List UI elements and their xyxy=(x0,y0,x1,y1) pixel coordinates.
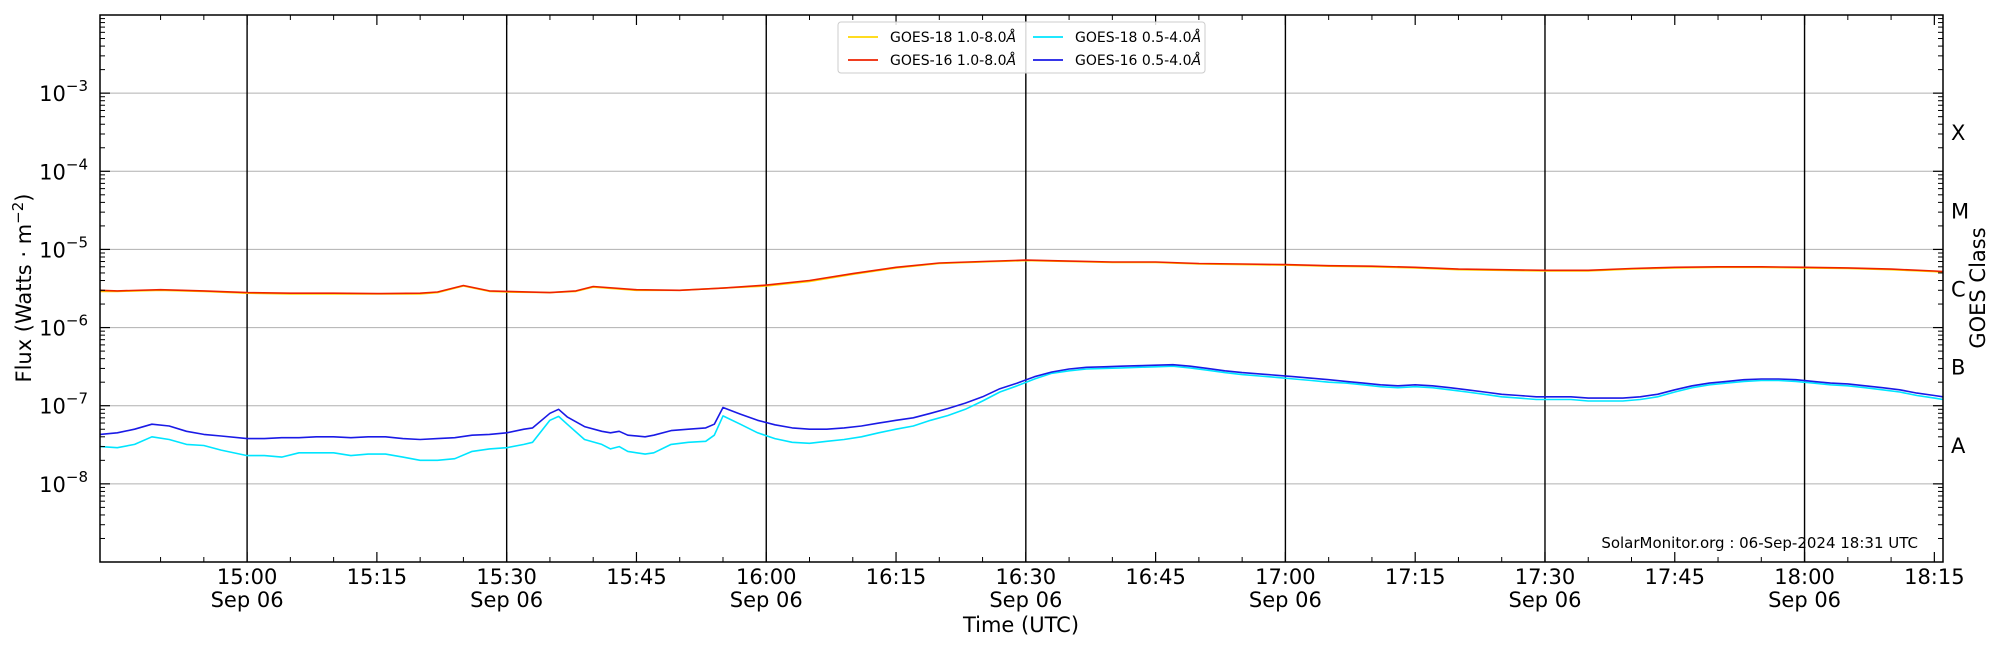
y-tick-exponent: −3 xyxy=(66,77,88,95)
x-tick-label: 15:30 xyxy=(476,565,537,589)
y-tick-base: 10 xyxy=(39,395,66,419)
x-axis-label: Time (UTC) xyxy=(962,613,1079,637)
goes-class-c-label: C xyxy=(1951,278,1966,302)
y-tick-exponent: −7 xyxy=(66,390,88,408)
series-line-0 xyxy=(100,259,1944,295)
x-tick-label: 18:00 xyxy=(1774,565,1835,589)
x-tick-label: 18:15 xyxy=(1904,565,1965,589)
series-line-2 xyxy=(99,365,1944,462)
x-tick-date: Sep 06 xyxy=(1508,588,1581,612)
y-tick-exponent: −4 xyxy=(66,155,88,173)
legend-label: GOES-16 1.0-8.0Å xyxy=(890,52,1016,69)
x-tick-label: 15:45 xyxy=(606,565,667,589)
y-tick-exponent: −5 xyxy=(66,233,88,251)
series-line-1 xyxy=(99,259,1944,295)
y-tick-base: 10 xyxy=(39,82,66,106)
x-tick-label: 16:00 xyxy=(736,565,797,589)
x-tick-date: Sep 06 xyxy=(1768,588,1841,612)
series-line-3 xyxy=(99,363,1944,441)
goes-class-labels: A B C M X xyxy=(1951,121,1969,458)
x-tick-label: 17:45 xyxy=(1645,565,1706,589)
legend-label: GOES-18 0.5-4.0Å xyxy=(1075,29,1201,46)
legend-label: GOES-16 0.5-4.0Å xyxy=(1075,52,1201,69)
credit-text: SolarMonitor.org : 06-Sep-2024 18:31 UTC xyxy=(1601,534,1918,552)
legend-label-unit: Å xyxy=(1191,29,1202,46)
legend-label-name: GOES-16 1.0-8.0 xyxy=(890,53,1007,69)
legend-label-unit: Å xyxy=(1006,52,1017,69)
y-axis-ticks: 10−810−710−610−510−410−3 xyxy=(39,18,1943,539)
legend-label-name: GOES-16 0.5-4.0 xyxy=(1075,53,1192,69)
goes-class-b-label: B xyxy=(1951,356,1965,380)
goes-class-axis-label: GOES Class xyxy=(1966,227,1990,348)
y-tick-label: 10−5 xyxy=(39,233,88,262)
y-axis-label-close: ) xyxy=(12,193,36,201)
goes-class-a-label: A xyxy=(1951,434,1966,458)
x-tick-label: 15:00 xyxy=(217,565,278,589)
y-tick-base: 10 xyxy=(39,317,66,341)
x-tick-label: 17:00 xyxy=(1255,565,1316,589)
x-tick-date: Sep 06 xyxy=(730,588,803,612)
legend-label-unit: Å xyxy=(1191,52,1202,69)
x-tick-label: 17:30 xyxy=(1515,565,1576,589)
y-tick-label: 10−4 xyxy=(39,155,88,184)
y-axis-label: Flux (Watts · m−2) xyxy=(9,193,36,382)
legend-label: GOES-18 1.0-8.0Å xyxy=(890,29,1016,46)
grid-lines xyxy=(100,92,1943,485)
legend-box xyxy=(837,21,1206,74)
y-tick-label: 10−8 xyxy=(39,468,88,497)
x-tick-date: Sep 06 xyxy=(470,588,543,612)
x-tick-label: 16:30 xyxy=(996,565,1057,589)
legend-label-unit: Å xyxy=(1006,29,1017,46)
goes-class-m-label: M xyxy=(1951,199,1969,223)
legend-label-name: GOES-18 1.0-8.0 xyxy=(890,30,1007,46)
flux-series xyxy=(99,259,1944,462)
y-tick-base: 10 xyxy=(39,473,66,497)
legend-label-name: GOES-18 0.5-4.0 xyxy=(1075,30,1192,46)
x-tick-date: Sep 06 xyxy=(989,588,1062,612)
x-tick-label: 17:15 xyxy=(1385,565,1446,589)
y-tick-exponent: −6 xyxy=(66,312,88,330)
y-tick-label: 10−3 xyxy=(39,77,88,106)
y-tick-base: 10 xyxy=(39,160,66,184)
y-tick-exponent: −8 xyxy=(66,468,88,486)
plot-frame xyxy=(99,14,1944,563)
x-tick-label: 15:15 xyxy=(347,565,408,589)
half-hour-lines xyxy=(246,15,1806,562)
x-tick-label: 16:15 xyxy=(866,565,927,589)
x-tick-date: Sep 06 xyxy=(1249,588,1322,612)
x-tick-date: Sep 06 xyxy=(211,588,284,612)
y-tick-label: 10−7 xyxy=(39,390,88,419)
x-tick-label: 16:45 xyxy=(1125,565,1186,589)
goes-class-x-label: X xyxy=(1951,121,1965,145)
y-axis-label-main: Flux (Watts · m xyxy=(12,224,36,383)
y-tick-base: 10 xyxy=(39,238,66,262)
y-tick-label: 10−6 xyxy=(39,312,88,341)
y-axis-label-exponent: −2 xyxy=(9,202,27,224)
